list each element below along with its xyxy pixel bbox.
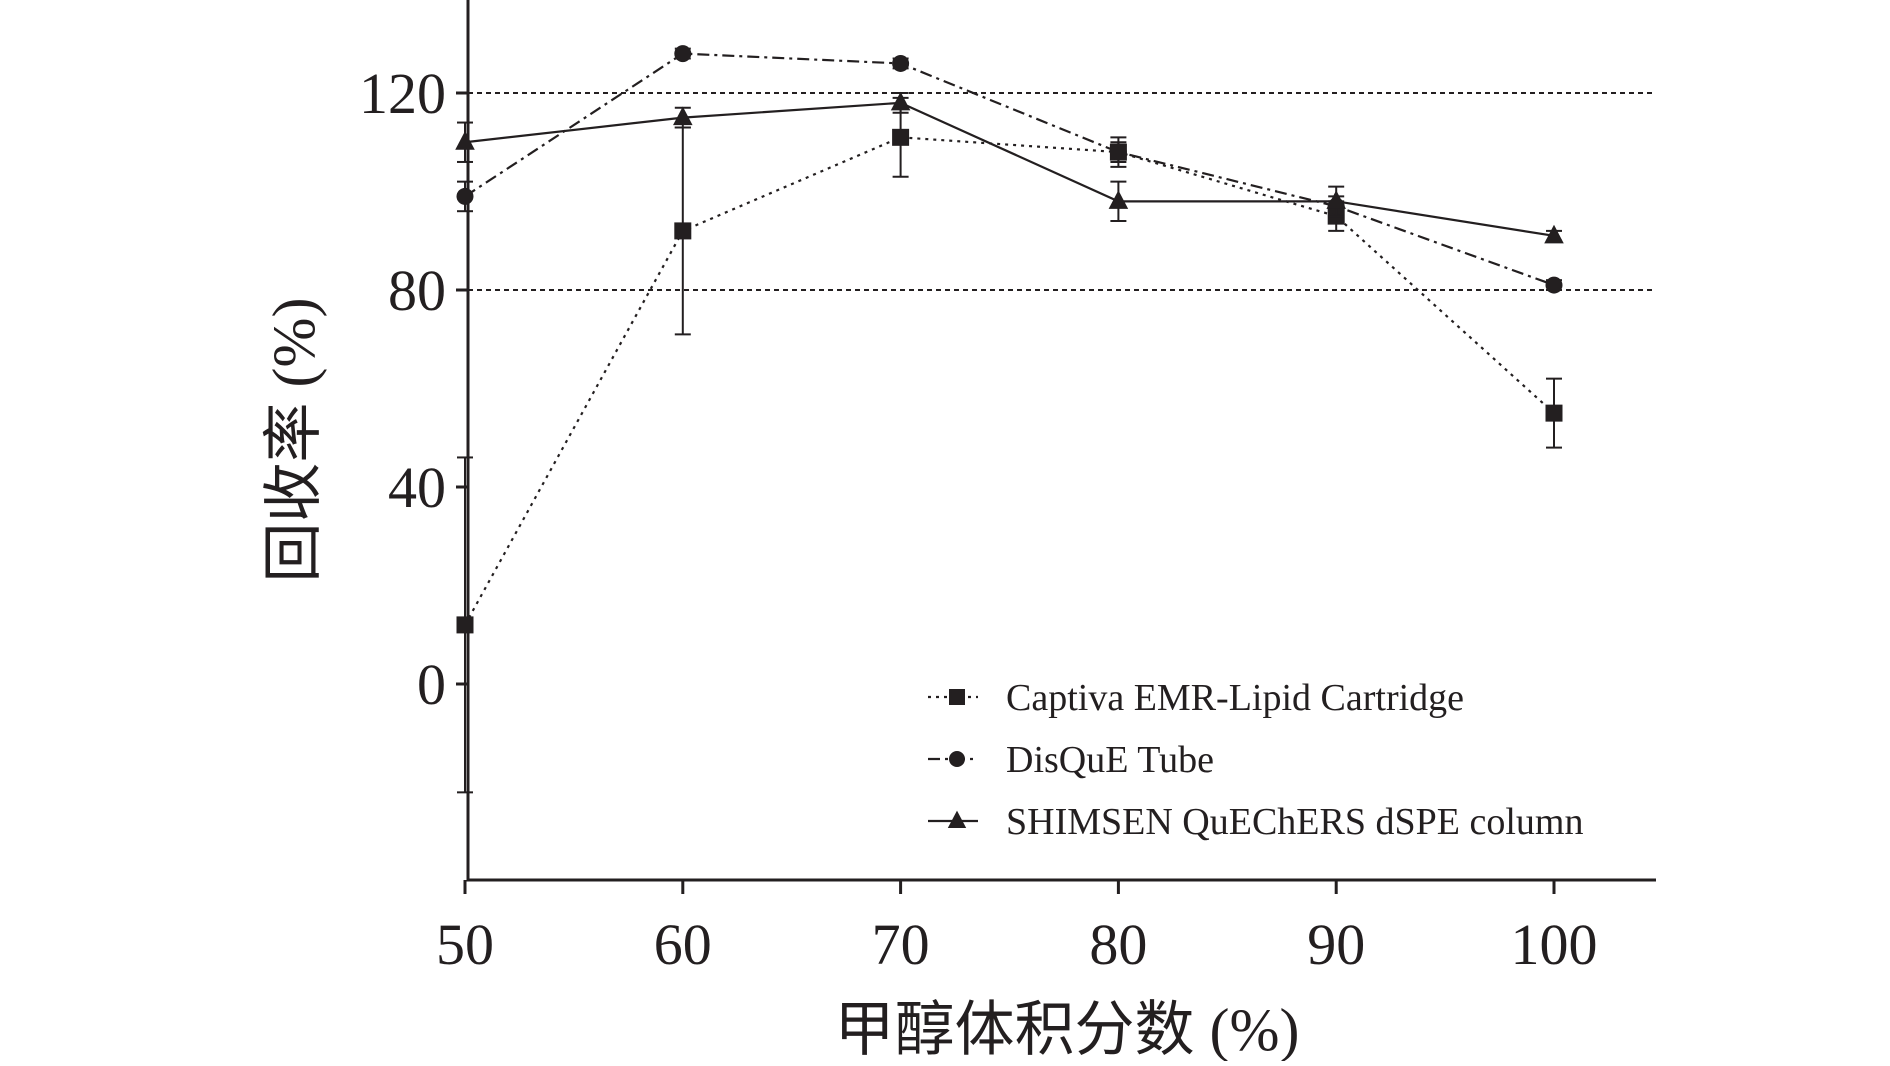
series-circle: [456, 45, 1563, 294]
x-tick-label: 90: [1307, 912, 1365, 977]
y-axis-title: 回收率 (%): [261, 298, 327, 583]
data-point-triangle: [890, 91, 911, 111]
legend-marker-square: [949, 689, 965, 705]
reference-lines: [468, 92, 1656, 291]
x-tick-label: 60: [654, 912, 712, 977]
data-point-triangle: [1326, 190, 1346, 209]
series-line: [464, 101, 1555, 237]
y-tick-label: 40: [388, 455, 446, 520]
x-axis-title: 甲醇体积分数 (%): [835, 997, 1300, 1061]
x-tick-label: 80: [1089, 912, 1147, 977]
legend-label: DisQuE Tube: [1006, 739, 1214, 781]
series-triangle: [455, 91, 1564, 244]
data-point-square: [892, 128, 910, 146]
x-tick-label: 50: [436, 912, 494, 977]
data-point-triangle: [1544, 224, 1564, 244]
data-point-circle: [674, 45, 692, 63]
data-point-triangle: [455, 131, 475, 150]
legend-marker-triangle: [947, 810, 967, 829]
data-point-square: [456, 616, 474, 634]
data-point-square: [1545, 404, 1563, 422]
legend-label: SHIMSEN QuEChERS dSPE column: [1006, 801, 1583, 843]
legend: Captiva EMR-Lipid Cartridge DisQuE Tube SH…: [928, 677, 1583, 843]
tick-labels: 0 40 80 120 50 60 70 80 90 100: [359, 61, 1598, 977]
data-point-circle: [1545, 276, 1563, 294]
legend-marker-circle: [949, 751, 965, 767]
data-point-circle: [456, 187, 474, 205]
y-tick-label: 0: [417, 652, 446, 717]
data-point-triangle: [673, 106, 693, 126]
series-layer: [455, 45, 1564, 794]
legend-label: Captiva EMR-Lipid Cartridge: [1006, 677, 1464, 719]
data-point-triangle: [1108, 190, 1129, 209]
data-point-circle: [1109, 143, 1127, 161]
data-point-circle: [892, 54, 910, 72]
y-tick-label: 80: [388, 258, 446, 323]
data-point-square: [674, 222, 692, 240]
x-tick-label: 70: [872, 912, 930, 977]
series-line: [464, 52, 1555, 287]
y-tick-label: 120: [359, 61, 446, 126]
x-tick-label: 100: [1511, 912, 1598, 977]
